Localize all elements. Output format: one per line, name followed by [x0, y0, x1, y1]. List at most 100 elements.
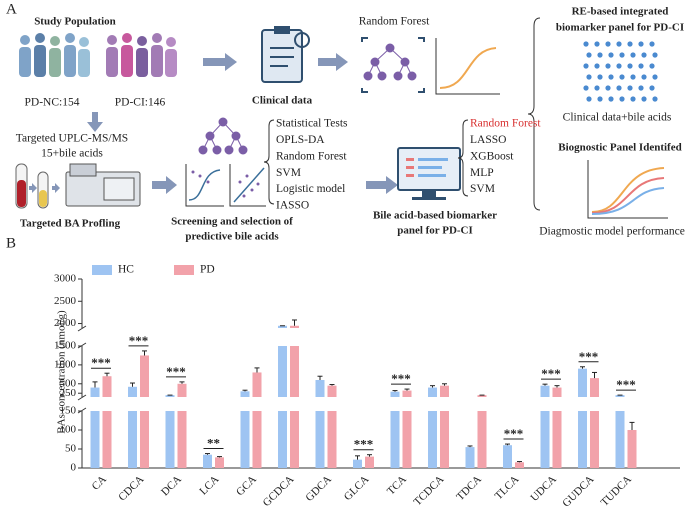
model: Random Forest: [470, 118, 541, 130]
curve-icon: [435, 38, 500, 95]
bar: [177, 383, 187, 397]
bar: [428, 411, 437, 468]
bar: [140, 411, 149, 468]
screening: Screening and selection of: [171, 216, 293, 228]
x-tick-label: TCDCA: [412, 473, 447, 508]
models-list: Random Forest LASSO XGBoost MLP SVM: [470, 118, 541, 196]
x-tick-label: GCDCA: [261, 473, 297, 509]
bar: [290, 411, 299, 468]
bar: [278, 325, 287, 328]
screening-icon: [185, 117, 266, 207]
bar: [278, 346, 287, 397]
arrow: [366, 176, 398, 194]
bar: [578, 411, 587, 468]
dot: [619, 52, 625, 58]
bar: [240, 391, 250, 397]
tree-icon: [361, 37, 425, 93]
bar: [315, 380, 325, 397]
x-tick-label: CA: [90, 473, 109, 492]
dot: [597, 96, 603, 102]
dot: [630, 74, 636, 80]
bar: [440, 411, 449, 468]
dot: [649, 85, 655, 91]
dot: [627, 41, 633, 47]
bar: [365, 456, 374, 468]
dot: [594, 41, 600, 47]
dot-grid-icon: [583, 41, 658, 102]
bar: [327, 385, 337, 397]
method: Statistical Tests: [276, 118, 348, 130]
y-tick-label: 500: [60, 377, 77, 389]
clinical-bile: Clinical data+bile acids: [563, 112, 672, 124]
axis-break: [77, 407, 87, 414]
significance-label: ***: [129, 333, 149, 348]
y-tick-label: 50: [65, 443, 77, 455]
model-performance: Diagmostic model performance: [539, 226, 685, 238]
random-forest-label: Random Forest: [359, 16, 430, 28]
method: Logistic model: [276, 183, 345, 195]
dot: [649, 63, 655, 69]
y-axis-label: BAs concentration (nmol/g): [56, 310, 68, 434]
dot: [652, 52, 658, 58]
dot: [638, 85, 644, 91]
x-tick-label: TDCA: [454, 473, 484, 503]
brace: [457, 119, 469, 197]
instrument-icon: [65, 163, 141, 207]
clinical-data: Clinical data: [252, 95, 313, 107]
ba-panel: Bile acid-based biomarker: [373, 210, 497, 222]
significance-label: **: [207, 436, 220, 451]
significance-label: ***: [616, 377, 636, 392]
dot: [608, 96, 614, 102]
bar: [290, 325, 299, 328]
clipboard-icon: [261, 26, 310, 83]
y-tick-label: 2000: [54, 317, 77, 329]
x-tick-label: GUDCA: [560, 473, 596, 509]
bar: [290, 346, 299, 397]
x-tick-label: LCA: [197, 473, 221, 497]
arrow: [152, 176, 177, 194]
bar: [615, 411, 625, 468]
tubes-icon: [15, 163, 60, 209]
panel-label: B: [6, 235, 16, 251]
dot: [619, 74, 625, 80]
x-tick-label: TLCA: [493, 473, 522, 502]
dot: [638, 63, 644, 69]
uplc: 15+bile acids: [41, 148, 103, 160]
bar: [515, 462, 524, 468]
x-tick-label: TUDCA: [599, 473, 634, 508]
bar: [102, 376, 112, 397]
dot: [608, 74, 614, 80]
dot: [583, 85, 589, 91]
dot: [641, 74, 647, 80]
dot: [616, 63, 622, 69]
bar: [477, 411, 487, 468]
bar: [252, 372, 262, 397]
dot: [586, 96, 592, 102]
integrated-title: biomarker panel for PD-CI: [556, 22, 684, 34]
significance-label: ***: [579, 349, 599, 364]
bar: [90, 411, 100, 468]
dot: [605, 41, 611, 47]
bar: [177, 411, 187, 468]
y-tick-label: 250: [60, 387, 77, 399]
legend-swatch: [92, 265, 112, 275]
performance-icon: [587, 160, 668, 219]
dot: [627, 85, 633, 91]
bar: [402, 411, 412, 468]
dot: [638, 41, 644, 47]
bar: [102, 411, 112, 468]
dot: [594, 63, 600, 69]
y-tick-label: 2500: [54, 295, 77, 307]
dot: [608, 52, 614, 58]
dot: [619, 96, 625, 102]
y-tick-label: 150: [60, 405, 77, 417]
monitor-icon: [397, 147, 461, 200]
dot: [652, 74, 658, 80]
x-tick-label: TCA: [385, 473, 409, 497]
dot: [586, 74, 592, 80]
x-tick-label: DCA: [159, 473, 184, 498]
axis-break: [77, 342, 87, 349]
dot: [630, 96, 636, 102]
arrow: [318, 53, 348, 71]
bar: [128, 386, 137, 397]
